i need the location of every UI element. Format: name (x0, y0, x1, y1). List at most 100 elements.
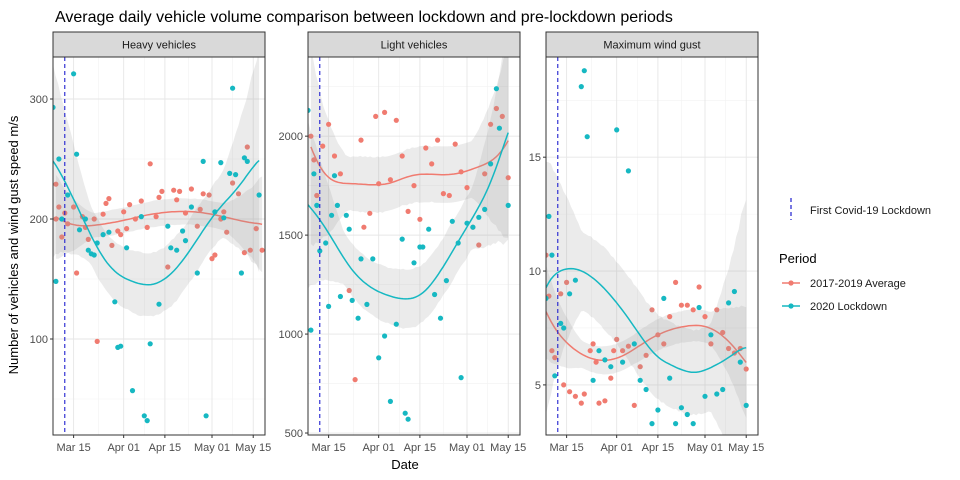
data-point (578, 400, 584, 406)
data-point (714, 307, 720, 313)
y-tick-label: 100 (30, 334, 48, 346)
data-point (673, 421, 679, 427)
data-point (100, 232, 106, 238)
confidence-band (310, 57, 509, 247)
data-point (625, 343, 632, 349)
facet-panels: Heavy vehicles 100 200 300 Mar 15 Apr 01 Apr 1… (30, 31, 764, 454)
data-point (476, 242, 482, 248)
data-point (337, 293, 343, 300)
data-point (53, 181, 59, 187)
trend-line (546, 311, 747, 363)
facet-strip (52, 31, 266, 58)
data-point (678, 405, 685, 411)
data-point (230, 85, 236, 91)
data-point (620, 348, 626, 354)
legend-key-point (788, 303, 794, 309)
data-point (558, 291, 564, 297)
data-point (655, 407, 661, 413)
data-point (331, 153, 338, 159)
data-point (382, 333, 388, 339)
legend-item-label: 2020 Lockdown (810, 301, 887, 313)
data-point (370, 256, 376, 262)
data-point (649, 307, 655, 313)
y-tick-label: 2000 (279, 131, 303, 143)
y-axis: 500 1000 1500 2000 (279, 131, 308, 440)
data-point (482, 206, 488, 212)
major-gridlines (546, 57, 758, 435)
facet-strip (307, 31, 521, 58)
confidence-band (308, 57, 509, 329)
data-point (708, 332, 714, 338)
data-point (696, 284, 702, 290)
data-point (720, 329, 726, 336)
y-tick-label: 1500 (279, 230, 303, 242)
data-point (144, 418, 150, 424)
data-point (608, 364, 614, 370)
data-point (726, 300, 732, 306)
data-point (153, 214, 159, 220)
data-point (156, 194, 162, 200)
data-point (546, 295, 549, 301)
y-axis: 5 10 15 (529, 152, 546, 392)
data-point (311, 171, 317, 177)
data-point (53, 278, 59, 284)
data-point (121, 209, 127, 215)
data-point (581, 391, 587, 397)
x-tick-label: Apr 15 (404, 442, 436, 454)
panel-background (53, 57, 265, 435)
data-point (452, 141, 458, 147)
data-point (684, 302, 690, 308)
data-point (177, 188, 183, 194)
x-axis: Mar 15 Apr 01 Apr 15 May 01 May 15 (56, 435, 271, 454)
data-point (458, 375, 464, 381)
confidence-band (546, 161, 747, 435)
data-point (643, 352, 649, 358)
data-point (112, 299, 118, 305)
data-point (505, 202, 511, 208)
data-point (118, 343, 124, 349)
legend-title: Period (779, 251, 817, 266)
panel-plot-area (546, 68, 749, 435)
data-point (329, 212, 335, 218)
data-point (94, 338, 100, 344)
point-series (308, 105, 511, 383)
data-point (53, 104, 56, 110)
data-point (235, 191, 242, 197)
data-point (156, 301, 162, 307)
data-point (590, 377, 596, 383)
data-point (602, 398, 608, 404)
data-point (708, 341, 714, 347)
y-tick-label: 1000 (279, 329, 303, 341)
data-point (393, 117, 399, 123)
data-point (649, 421, 655, 427)
major-gridlines (308, 57, 520, 435)
trend-line (310, 140, 509, 186)
trend-line (55, 210, 263, 227)
x-tick-label: Mar 15 (56, 442, 90, 454)
legend: First Covid-19 Lockdown Period 2017-2019… (779, 198, 931, 313)
data-point (129, 388, 136, 394)
data-point (71, 71, 77, 77)
major-gridlines (53, 57, 265, 435)
x-tick-label: Mar 15 (311, 442, 345, 454)
data-point (637, 364, 643, 370)
data-point (343, 212, 349, 218)
data-point (171, 187, 177, 193)
data-point (56, 204, 62, 210)
confidence-band (55, 174, 263, 273)
data-point (218, 160, 224, 166)
data-point (147, 341, 153, 347)
facet-strip-label: Maximum wind gust (603, 40, 700, 52)
data-point (71, 204, 77, 210)
x-tick-label: Apr 15 (642, 442, 674, 454)
data-point (587, 348, 593, 354)
data-point (367, 210, 373, 216)
data-point (224, 229, 230, 235)
data-point (546, 213, 552, 219)
x-axis-label: Date (391, 457, 418, 472)
data-point (85, 236, 91, 242)
data-point (194, 270, 200, 276)
data-point (620, 359, 626, 365)
data-point (65, 192, 71, 198)
data-point (74, 151, 80, 157)
